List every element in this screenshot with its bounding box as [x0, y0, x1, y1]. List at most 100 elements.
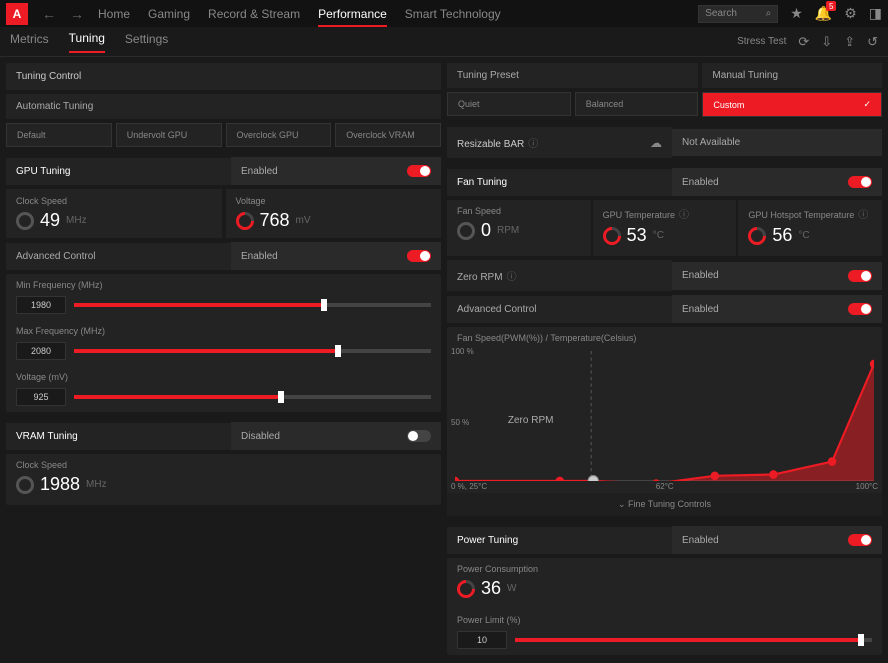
gpu-temp-unit: °C	[653, 230, 664, 241]
chart-x62: 62°C	[656, 482, 674, 491]
fan-enabled-label: Enabled	[682, 177, 719, 188]
export-icon[interactable]: ⇪	[844, 34, 855, 50]
adv-control-toggle[interactable]	[407, 250, 431, 262]
clock-unit: MHz	[66, 215, 87, 226]
top-nav: Home Gaming Record & Stream Performance …	[98, 7, 501, 21]
hotspot-unit: °C	[798, 230, 809, 241]
power-limit-value[interactable]: 10	[457, 631, 507, 649]
nav-home[interactable]: Home	[98, 7, 130, 21]
preset-default[interactable]: Default	[6, 123, 112, 147]
vram-clock-value: 1988	[40, 474, 80, 495]
fan-speed-label: Fan Speed	[447, 200, 591, 216]
check-icon: ✓	[863, 99, 871, 110]
back-icon[interactable]: ←	[42, 6, 56, 22]
stress-test[interactable]: Stress Test	[737, 36, 786, 47]
fine-tuning-toggle[interactable]: ⌄ Fine Tuning Controls	[447, 493, 882, 516]
search-input[interactable]: Search⌕	[698, 5, 778, 23]
resbar-title: Resizable BAR	[457, 139, 524, 150]
stress-icon[interactable]: ⟳	[798, 34, 809, 50]
min-freq-label: Min Frequency (MHz)	[6, 274, 441, 290]
forward-icon[interactable]: →	[70, 6, 84, 22]
tuning-preset-label: Tuning Preset	[447, 63, 698, 88]
cloud-icon: ☁	[650, 136, 662, 150]
power-tuning-toggle[interactable]	[848, 534, 872, 546]
vram-tuning-toggle[interactable]	[407, 430, 431, 442]
power-gauge-icon	[453, 576, 478, 601]
voltage-slider-value[interactable]: 925	[16, 388, 66, 406]
power-limit-slider[interactable]	[515, 638, 872, 642]
chart-y50: 50 %	[451, 418, 469, 427]
fan-tuning-title: Fan Tuning	[447, 169, 672, 196]
fan-tuning-toggle[interactable]	[848, 176, 872, 188]
vram-clock-unit: MHz	[86, 479, 107, 490]
adv-control-label: Advanced Control	[6, 243, 231, 270]
tab-settings[interactable]: Settings	[125, 32, 168, 52]
chart-y100: 100 %	[451, 347, 474, 356]
temp-gauge-icon	[599, 223, 624, 248]
preset-undervolt[interactable]: Undervolt GPU	[116, 123, 222, 147]
preset-balanced[interactable]: Balanced	[575, 92, 699, 116]
power-tuning-title: Power Tuning	[447, 527, 672, 554]
bell-icon[interactable]: 🔔5	[815, 5, 832, 22]
nav-performance[interactable]: Performance	[318, 7, 387, 27]
tuning-control-title: Tuning Control	[6, 63, 441, 90]
tab-metrics[interactable]: Metrics	[10, 32, 49, 52]
nav-gaming[interactable]: Gaming	[148, 7, 190, 21]
resbar-na: Not Available	[682, 137, 740, 148]
preset-custom[interactable]: Custom✓	[702, 92, 882, 117]
vram-tuning-title: VRAM Tuning	[6, 423, 231, 450]
voltage-slider-label: Voltage (mV)	[6, 366, 441, 382]
hotspot-label: GPU Hotspot Temperatureⓘ	[738, 200, 882, 221]
hotspot-gauge-icon	[745, 223, 770, 248]
nav-record[interactable]: Record & Stream	[208, 7, 300, 21]
voltage-slider[interactable]	[74, 395, 431, 399]
gpu-temp-label: GPU Temperatureⓘ	[593, 200, 737, 221]
star-icon[interactable]: ★	[790, 5, 803, 22]
fan-curve-chart[interactable]: 100 % 50 % 0 %, 25°C 62°C 100°C Zero RPM	[447, 343, 882, 493]
chart-y0: 0 %, 25°C	[451, 482, 487, 491]
chevron-down-icon: ⌄	[618, 499, 628, 509]
manual-tuning-label: Manual Tuning	[702, 63, 882, 88]
info-icon[interactable]: ⓘ	[858, 210, 868, 221]
fan-speed-unit: RPM	[497, 225, 519, 236]
gpu-enabled-label: Enabled	[241, 166, 278, 177]
info-icon[interactable]: ⓘ	[679, 210, 689, 221]
preset-oc-vram[interactable]: Overclock VRAM	[335, 123, 441, 147]
power-limit-label: Power Limit (%)	[447, 609, 882, 625]
min-freq-slider[interactable]	[74, 303, 431, 307]
adv-enabled-label: Enabled	[241, 251, 278, 262]
clock-value: 49	[40, 210, 60, 231]
amd-logo: A	[6, 3, 28, 25]
zero-rpm-toggle[interactable]	[848, 270, 872, 282]
fan-adv-enabled: Enabled	[682, 304, 719, 315]
preset-oc-gpu[interactable]: Overclock GPU	[226, 123, 332, 147]
chart-zero-label: Zero RPM	[508, 415, 554, 426]
hotspot-value: 56	[772, 225, 792, 246]
max-freq-slider[interactable]	[74, 349, 431, 353]
voltage-label: Voltage	[236, 196, 432, 206]
power-cons-label: Power Consumption	[447, 558, 882, 574]
fan-chart-title: Fan Speed(PWM(%)) / Temperature(Celsius)	[447, 327, 882, 343]
min-freq-value[interactable]: 1980	[16, 296, 66, 314]
power-cons-value: 36	[481, 578, 501, 599]
voltage-value: 768	[260, 210, 290, 231]
nav-smart[interactable]: Smart Technology	[405, 7, 501, 21]
gpu-tuning-toggle[interactable]	[407, 165, 431, 177]
power-cons-unit: W	[507, 583, 516, 594]
reset-icon[interactable]: ↺	[867, 34, 878, 50]
window-icon[interactable]: ◨	[869, 5, 882, 22]
zero-rpm-label: Zero RPM	[457, 272, 503, 283]
max-freq-value[interactable]: 2080	[16, 342, 66, 360]
power-enabled-label: Enabled	[682, 535, 719, 546]
fan-speed-value: 0	[481, 220, 491, 241]
fan-adv-toggle[interactable]	[848, 303, 872, 315]
gear-icon[interactable]: ⚙	[844, 5, 857, 22]
info-icon[interactable]: ⓘ	[507, 272, 517, 283]
voltage-unit: mV	[296, 215, 311, 226]
preset-quiet[interactable]: Quiet	[447, 92, 571, 116]
import-icon[interactable]: ⇩	[821, 34, 832, 50]
fan-gauge-icon	[453, 218, 478, 243]
tab-tuning[interactable]: Tuning	[69, 31, 105, 53]
info-icon[interactable]: ⓘ	[528, 139, 538, 150]
fan-adv-label: Advanced Control	[447, 296, 672, 323]
